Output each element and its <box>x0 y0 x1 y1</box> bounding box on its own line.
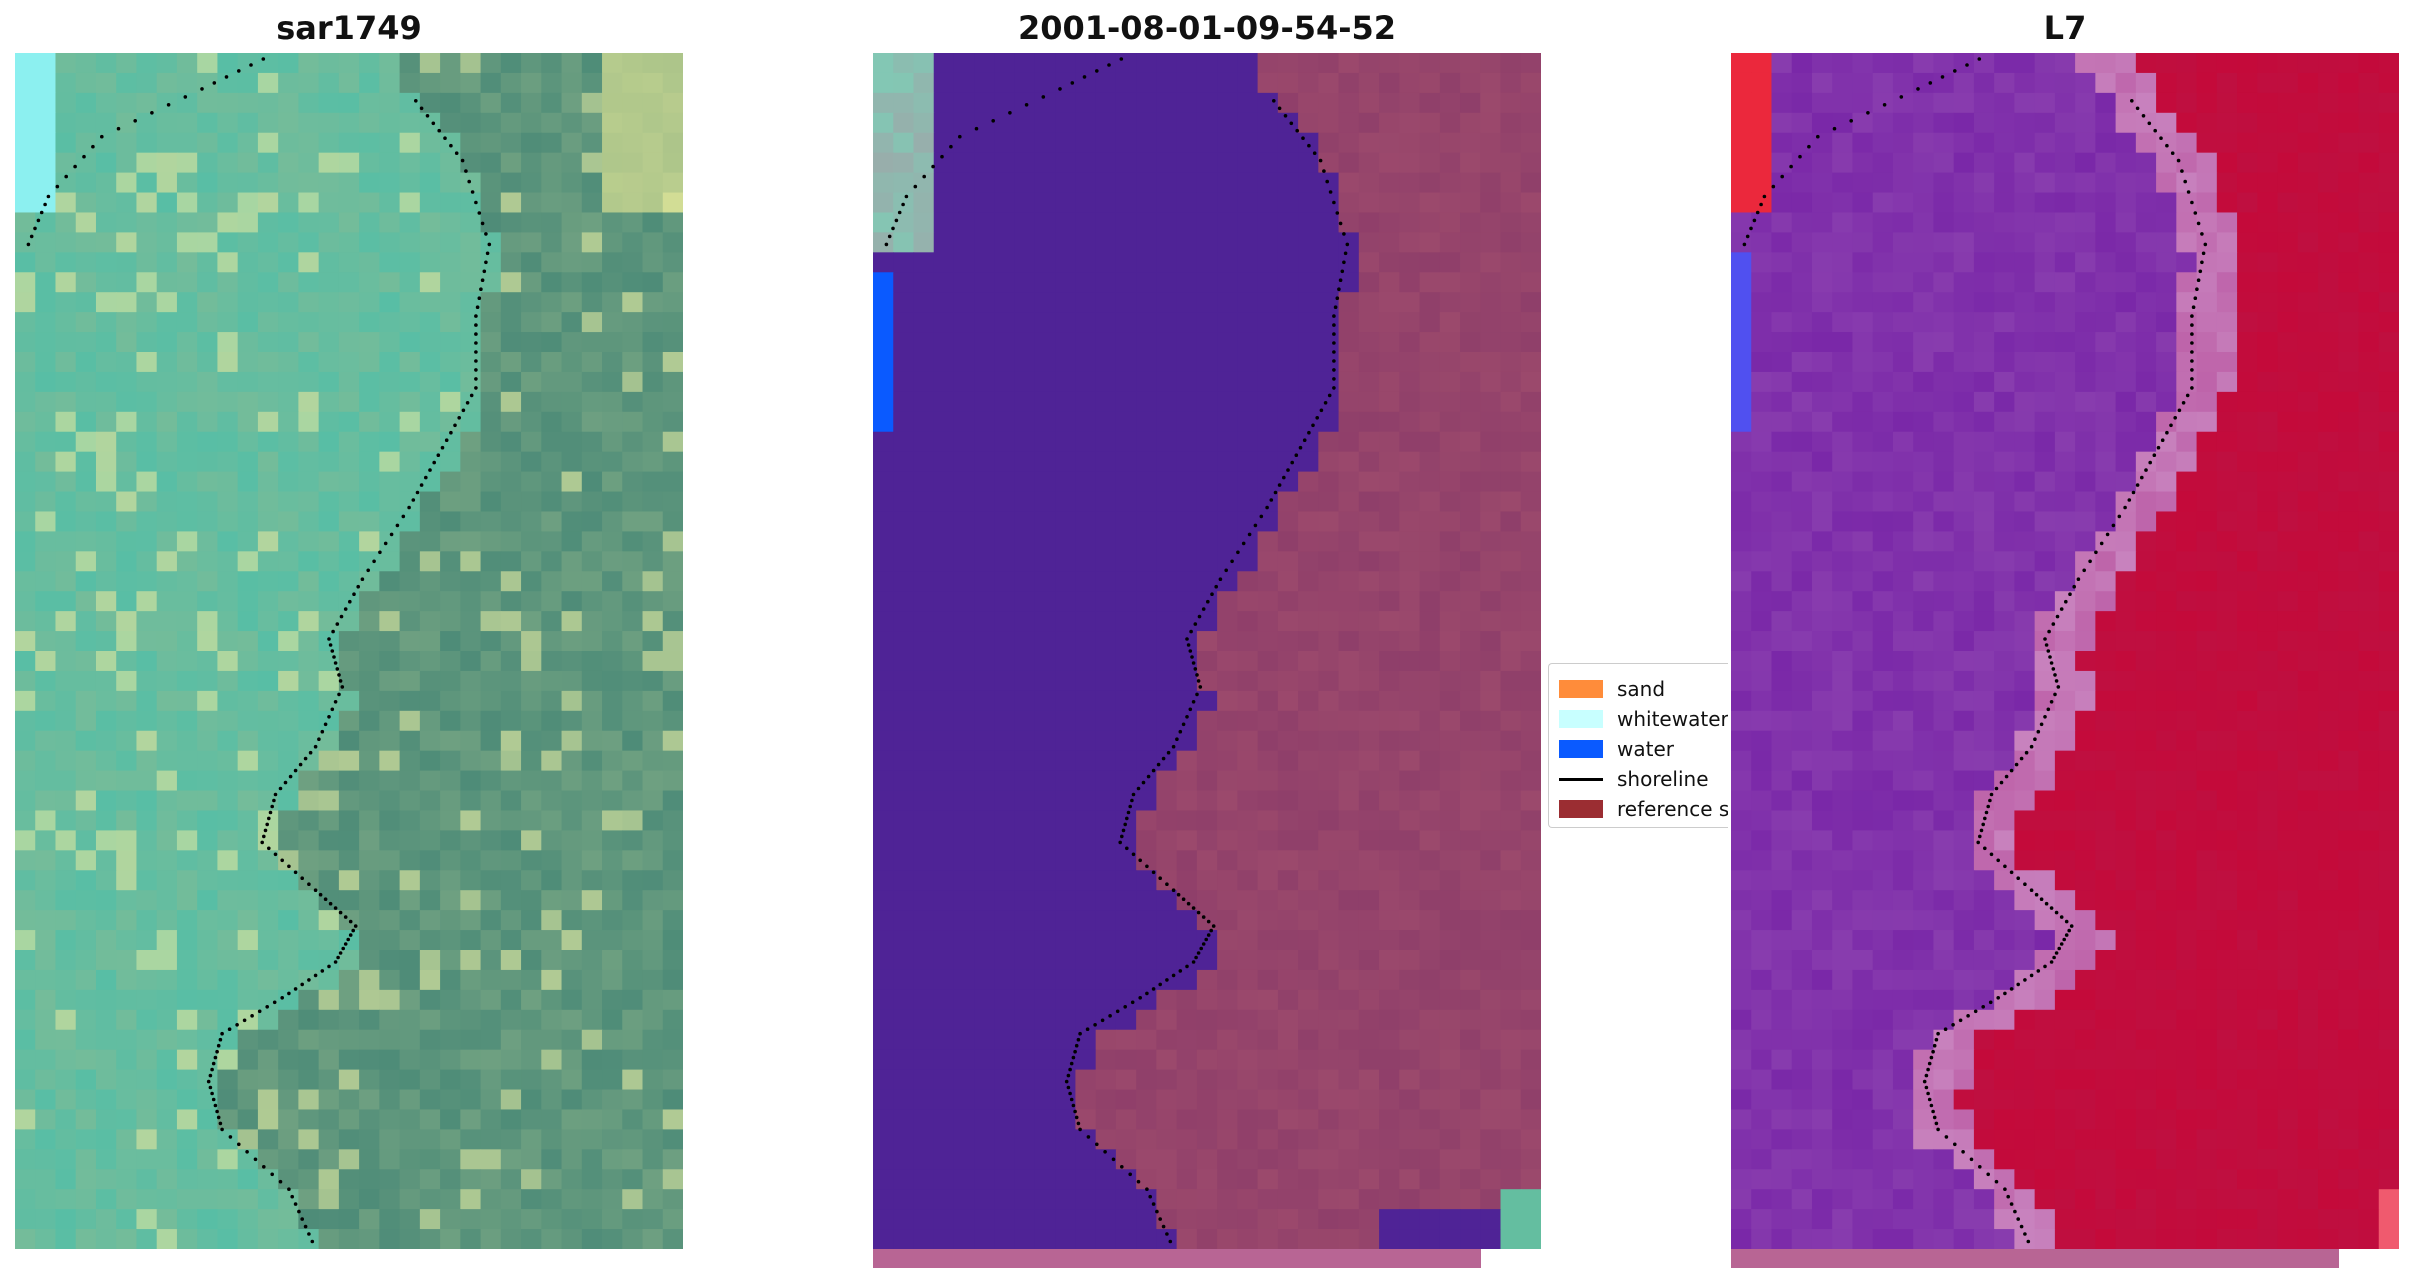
shoreline-index <box>1742 57 2208 1244</box>
legend-item-whitewater: whitewater <box>1549 704 1728 734</box>
legend-item-water: water <box>1549 734 1728 764</box>
legend-swatch-sand <box>1559 680 1603 698</box>
legend-swatch-reference <box>1559 800 1603 818</box>
panel-title-date: 2001-08-01-09-54-52 <box>1017 9 1397 47</box>
legend-swatch-whitewater <box>1559 710 1603 728</box>
legend-swatch-water <box>1559 740 1603 758</box>
legend-label-sand: sand <box>1617 677 1666 701</box>
panel-title-sar1749: sar1749 <box>276 9 422 47</box>
classified-image-panel <box>873 53 1541 1249</box>
legend-label-shoreline: shoreline <box>1617 767 1709 791</box>
classified-bottom-strip <box>873 1249 1481 1268</box>
panel-title-l7: L7 <box>2043 9 2087 47</box>
shoreline-rgb <box>26 57 492 1244</box>
legend-item-sand: sand <box>1549 674 1728 704</box>
legend-item-shoreline: shoreline <box>1549 764 1728 794</box>
index-bottom-strip <box>1731 1249 2339 1268</box>
legend-label-water: water <box>1617 737 1674 761</box>
rgb-image-panel <box>15 53 683 1249</box>
index-image-panel <box>1731 53 2399 1249</box>
classified-image <box>873 53 1541 1249</box>
shoreline-classified <box>884 57 1350 1244</box>
legend: sand whitewater water shoreline referenc… <box>1548 663 1728 828</box>
rgb-image <box>15 53 683 1249</box>
legend-item-reference: reference s <box>1549 794 1728 824</box>
index-image <box>1731 53 2399 1249</box>
legend-label-whitewater: whitewater <box>1617 707 1728 731</box>
legend-line-shoreline <box>1559 778 1603 781</box>
legend-label-reference: reference s <box>1617 797 1728 821</box>
